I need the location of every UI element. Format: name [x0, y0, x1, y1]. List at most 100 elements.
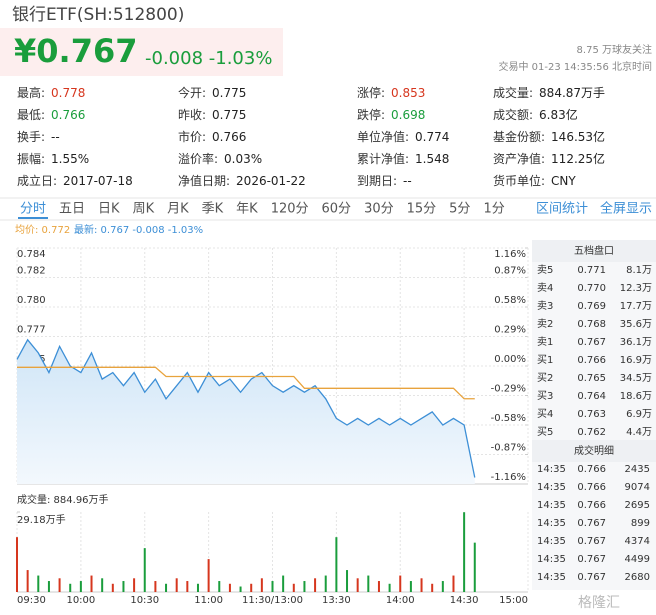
y-tick-label: 0.784 [17, 249, 46, 260]
volume-bar [250, 583, 253, 592]
stat-label: 溢价率: [178, 151, 218, 166]
stat: 跌停: 0.698 [357, 107, 425, 122]
book-volume: 16.9万 [620, 355, 652, 366]
stat-value: 2017-07-18 [63, 174, 133, 188]
tab[interactable]: 分时 [20, 202, 46, 217]
stat-value: 0.775 [212, 108, 246, 122]
volume-bar [228, 583, 231, 592]
volume-bar [367, 575, 370, 592]
tab[interactable]: 15分 [407, 202, 437, 217]
stat: 成交额: 6.83亿 [493, 107, 578, 122]
volume-bar [282, 575, 285, 592]
volume-bar [292, 583, 295, 592]
price-change: -0.008 -1.03% [145, 48, 272, 69]
price-box [0, 28, 283, 76]
stat-label: 最高: [17, 85, 45, 100]
stat-label: 市价: [178, 129, 206, 144]
tab[interactable]: 30分 [364, 202, 394, 217]
trade-price: 0.767 [577, 536, 606, 547]
tab[interactable]: 日K [98, 202, 120, 217]
book-volume: 36.1万 [620, 337, 652, 348]
stat: 基金份额: 146.53亿 [493, 129, 605, 144]
stat: 溢价率: 0.03% [178, 151, 262, 166]
stat-value: 0.774 [415, 130, 449, 144]
y2-tick-label: -0.87% [491, 443, 526, 454]
y2-tick-label: -1.16% [491, 472, 526, 483]
volume-bar [335, 537, 338, 592]
stat: 累计净值: 1.548 [357, 151, 449, 166]
book-volume: 35.6万 [620, 319, 652, 330]
volume-bar [101, 578, 104, 592]
tab[interactable]: 120分 [271, 202, 309, 217]
stat-value: 6.83亿 [539, 107, 578, 122]
stat-value: 0.766 [51, 108, 85, 122]
tab[interactable]: 季K [202, 202, 224, 217]
stat-value: 0.775 [212, 86, 246, 100]
tab-action[interactable]: 全屏显示 [600, 201, 652, 217]
stat-label: 换手: [17, 130, 45, 144]
tab[interactable]: 60分 [322, 202, 352, 217]
volume-bar [377, 581, 380, 592]
book-price: 0.771 [577, 265, 606, 276]
trade-time: 14:35 [537, 518, 566, 529]
trade-volume: 2680 [625, 572, 650, 583]
tab[interactable]: 五日 [59, 202, 85, 217]
volume-bar [58, 578, 61, 592]
volume-bar [175, 578, 178, 592]
stat-label: 跌停: [357, 107, 385, 122]
book-volume: 4.4万 [626, 427, 652, 438]
side-header [532, 240, 656, 262]
stat: 振幅: 1.55% [17, 151, 89, 166]
trade-volume: 4499 [625, 554, 650, 565]
tab[interactable]: 年K [236, 202, 258, 217]
volume-bar [463, 512, 466, 592]
y2-tick-label: -0.29% [491, 384, 526, 395]
stat-value: 0.03% [224, 152, 262, 166]
stat-label: 基金份额: [493, 129, 545, 144]
tab[interactable]: 月K [167, 202, 189, 217]
stat-label: 累计净值: [357, 151, 409, 166]
volume-bar [441, 581, 444, 592]
stat-value: 884.87万手 [539, 86, 605, 100]
stat-value: CNY [551, 174, 576, 188]
y-tick-label: 0.782 [17, 266, 46, 277]
book-side: 买5 [537, 426, 553, 438]
volume-bar [16, 537, 18, 592]
tab[interactable]: 5分 [449, 202, 470, 217]
volume-bar [346, 570, 349, 592]
stat: 涨停: 0.853 [357, 85, 425, 100]
volume-bar [111, 583, 114, 592]
followers: 8.75 万球友关注 [577, 43, 652, 56]
tab-action[interactable]: 区间统计 [536, 202, 588, 217]
volume-bar [133, 578, 136, 592]
volume-bar [260, 578, 263, 592]
volume-bar [388, 583, 391, 592]
stat-label: 到期日: [357, 174, 397, 188]
tab[interactable]: 周K [133, 202, 155, 217]
stat: 最高: 0.778 [17, 85, 85, 100]
stat-value: -- [403, 174, 412, 188]
tab[interactable]: 1分 [483, 202, 504, 217]
stat: 单位净值: 0.774 [357, 129, 449, 144]
volume-bar [196, 583, 199, 592]
y-tick-label: 0.780 [17, 295, 46, 306]
stat-label: 最低: [17, 108, 45, 122]
y-tick-label: 0.777 [17, 325, 46, 336]
stat-value: 2026-01-22 [236, 174, 306, 188]
volume-bar [409, 581, 412, 592]
volume-bar [90, 575, 93, 592]
book-side: 卖2 [537, 318, 553, 330]
stat: 成立日: 2017-07-18 [17, 173, 133, 188]
stat-label: 涨停: [357, 85, 385, 100]
x-tick-label: 14:00 [386, 595, 415, 606]
stat: 换手: -- [17, 130, 60, 144]
stat-label: 昨收: [178, 108, 206, 122]
stat-label: 今开: [178, 85, 206, 100]
stat-label: 成交额: [493, 107, 533, 122]
y2-tick-label: 1.16% [494, 249, 526, 260]
y2-tick-label: 0.87% [494, 266, 526, 277]
trade-volume: 9074 [625, 482, 650, 493]
x-tick-label: 11:00 [194, 595, 223, 606]
book-side: 卖5 [537, 264, 553, 276]
trade-time: 14:35 [537, 482, 566, 493]
